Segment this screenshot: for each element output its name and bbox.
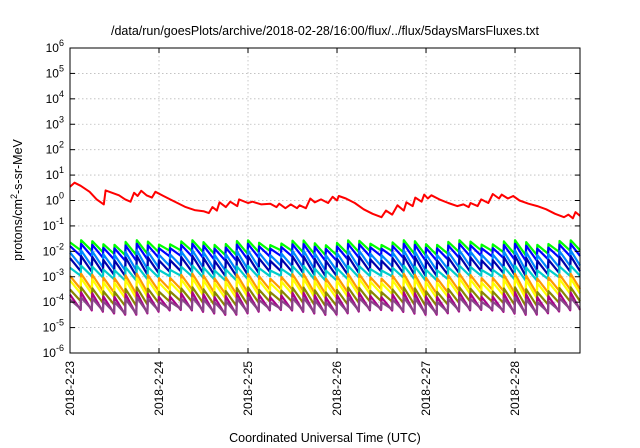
sawtooth-series-line <box>69 296 581 315</box>
y-axis-label-sup: 2 <box>9 194 19 199</box>
y-axis-label: protons/cm2-s-sr-MeV <box>9 138 25 260</box>
x-tick-label: 2018-2-27 <box>419 361 433 416</box>
y-tick-label: 10-1 <box>43 216 64 233</box>
series-layer <box>69 181 581 316</box>
y-axis-label-pre: protons/cm <box>11 199 25 261</box>
x-tick-label: 2018-2-23 <box>63 361 77 416</box>
y-tick-label: 10-2 <box>43 241 64 258</box>
x-axis-label: Coordinated Universal Time (UTC) <box>229 431 421 445</box>
y-tick-label: 10-5 <box>43 318 64 335</box>
y-tick-label: 10-4 <box>43 292 64 309</box>
y-axis-ticks: 10-6 10-5 10-4 10-3 10-2 10-1 100 101 102 103 104 1… <box>43 38 580 360</box>
y-tick-label: 10-6 <box>43 343 64 360</box>
x-tick-label: 2018-2-26 <box>330 361 344 416</box>
y-axis-label-post: -s-sr-MeV <box>11 138 25 194</box>
y-tick-label: 102 <box>46 140 64 157</box>
chart-title: /data/run/goesPlots/archive/2018-02-28/1… <box>111 24 540 38</box>
y-tick-label: 106 <box>46 38 64 55</box>
x-tick-label: 2018-2-25 <box>241 361 255 416</box>
y-tick-label: 105 <box>46 63 64 80</box>
x-tick-label: 2018-2-24 <box>152 361 166 416</box>
y-tick-label: 10-3 <box>43 267 64 284</box>
red-series-line <box>69 181 581 220</box>
x-axis-ticks: 2018-2-23 2018-2-24 2018-2-25 2018-2-26 2018… <box>63 48 522 416</box>
sawtooth-series-line <box>69 264 581 282</box>
y-tick-label: 100 <box>46 191 64 208</box>
x-tick-label: 2018-2-28 <box>508 361 522 416</box>
y-tick-label: 104 <box>46 89 64 106</box>
y-tick-label: 103 <box>46 114 64 131</box>
y-tick-label: 101 <box>46 165 64 182</box>
